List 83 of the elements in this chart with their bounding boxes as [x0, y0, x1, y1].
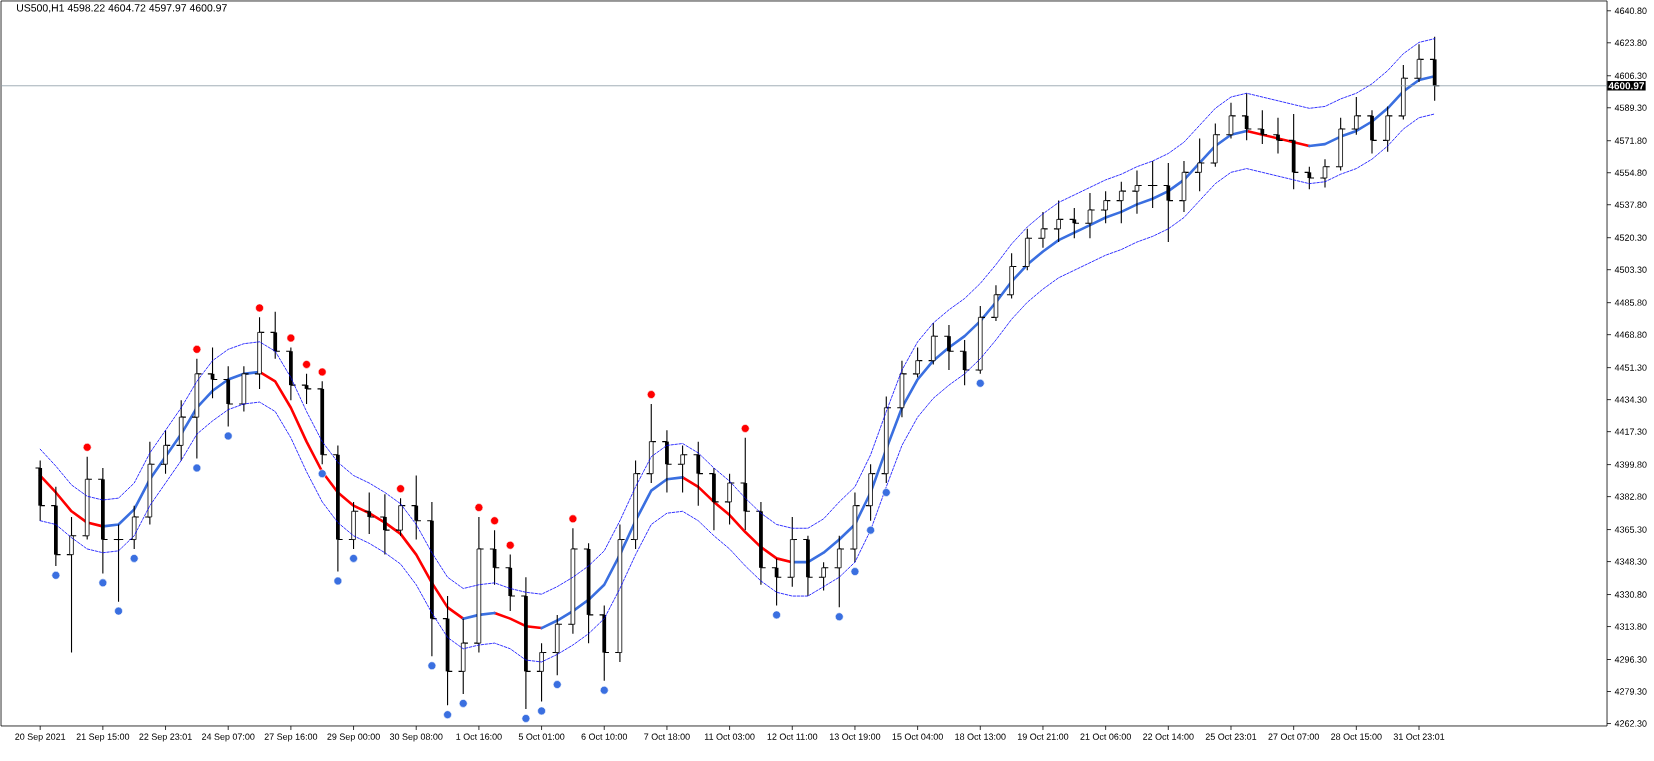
point — [458, 699, 468, 708]
x-tick-label: 11 Oct 03:00 — [704, 733, 755, 740]
point — [646, 390, 656, 399]
x-tick-label: 27 Oct 07:00 — [1268, 733, 1319, 740]
x-tick-label: 30 Sep 08:00 — [389, 733, 443, 742]
point — [317, 367, 327, 377]
point — [114, 606, 123, 616]
y-tick-label: 4330.80 — [1614, 591, 1647, 598]
y-tick-label: 4262.30 — [1614, 720, 1647, 727]
point — [537, 706, 546, 716]
y-tick-label: 4313.80 — [1614, 623, 1647, 630]
x-tick-label: 21 Oct 06:00 — [1080, 733, 1131, 740]
x-tick-label: 22 Oct 14:00 — [1143, 733, 1194, 740]
point — [772, 610, 781, 620]
point — [333, 576, 343, 586]
point — [98, 578, 108, 588]
y-tick-label: 4571.80 — [1614, 137, 1647, 144]
point — [490, 516, 499, 526]
point — [474, 503, 484, 512]
x-tick-label: 31 Oct 23:01 — [1393, 733, 1445, 740]
y-tick-label: 4348.30 — [1614, 558, 1647, 565]
x-tick-label: 21 Sep 15:00 — [76, 733, 130, 742]
x-tick-label: 25 Oct 23:01 — [1205, 733, 1257, 740]
point — [599, 685, 609, 695]
x-tick-label: 1 Oct 16:00 — [456, 733, 502, 740]
point — [552, 680, 562, 689]
point — [975, 378, 985, 388]
y-tick-label: 4468.80 — [1614, 331, 1647, 338]
point — [302, 360, 311, 369]
y-tick-label: 4434.30 — [1614, 396, 1647, 403]
y-tick-label: 4606.30 — [1614, 72, 1647, 79]
y-tick-label: 4640.80 — [1614, 7, 1647, 14]
point — [51, 571, 61, 580]
x-tick-label: 28 Oct 15:00 — [1331, 733, 1382, 740]
point — [568, 514, 578, 524]
point — [349, 554, 358, 563]
x-tick-label: 13 Oct 19:00 — [829, 733, 881, 740]
y-tick-label: 4279.30 — [1614, 688, 1647, 695]
point — [521, 714, 531, 723]
point — [82, 442, 92, 452]
y-tick-label: 4503.30 — [1614, 266, 1647, 273]
point — [850, 567, 860, 576]
y-tick-label: 4554.80 — [1614, 169, 1647, 176]
x-tick-label: 29 Sep 00:00 — [327, 733, 380, 742]
x-tick-label: 22 Sep 23:01 — [139, 733, 192, 742]
point — [881, 488, 891, 497]
point — [443, 710, 452, 719]
chart-title: US500,H1 4598.22 4604.72 4597.97 4600.97 — [17, 4, 227, 13]
y-tick-label: 4623.80 — [1614, 39, 1647, 46]
x-tick-label: 19 Oct 21:00 — [1017, 733, 1069, 740]
point — [834, 612, 844, 622]
y-tick-label: 4589.30 — [1614, 104, 1647, 111]
y-tick-label: 4399.80 — [1614, 461, 1647, 468]
point — [192, 463, 202, 473]
y-tick-label: 4485.80 — [1614, 299, 1647, 306]
point — [255, 303, 264, 313]
y-tick-label: 4520.30 — [1614, 234, 1647, 241]
point — [866, 525, 875, 535]
x-tick-label: 15 Oct 04:00 — [892, 733, 943, 740]
point — [129, 554, 139, 563]
point — [286, 333, 296, 343]
y-tick-label: 4365.30 — [1614, 526, 1647, 533]
point — [192, 345, 202, 354]
x-tick-label: 18 Oct 13:00 — [955, 733, 1006, 740]
point — [740, 424, 750, 433]
y-tick-label: 4451.30 — [1614, 364, 1647, 371]
x-tick-label: 7 Oct 18:00 — [644, 733, 690, 740]
y-tick-label: 4296.30 — [1614, 656, 1647, 663]
y-tick-label: 4382.80 — [1614, 493, 1647, 500]
point — [505, 540, 515, 550]
x-tick-label: 24 Sep 07:00 — [201, 733, 255, 742]
x-tick-label: 27 Sep 16:00 — [264, 733, 318, 742]
ref-line-label: 4600.97 — [1608, 82, 1644, 90]
x-tick-label: 20 Sep 2021 — [15, 733, 66, 742]
point — [396, 484, 405, 494]
x-tick-label: 5 Oct 01:00 — [518, 733, 565, 740]
y-tick-label: 4417.30 — [1614, 428, 1647, 435]
x-tick-label: 12 Oct 11:00 — [767, 733, 818, 740]
x-tick-label: 6 Oct 10:00 — [581, 733, 628, 740]
point — [223, 431, 233, 441]
point — [317, 469, 327, 478]
point — [427, 661, 437, 671]
y-tick-label: 4537.80 — [1614, 201, 1647, 208]
